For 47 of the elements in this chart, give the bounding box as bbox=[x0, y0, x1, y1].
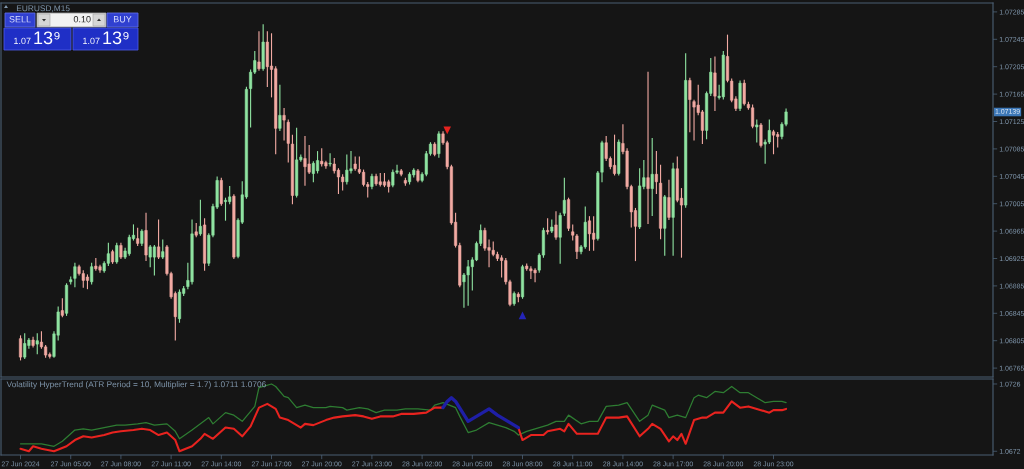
candlestick bbox=[35, 333, 39, 355]
candlestick bbox=[529, 266, 533, 279]
candlestick bbox=[161, 239, 165, 260]
candlestick bbox=[23, 333, 27, 360]
candlestick bbox=[592, 216, 596, 251]
candlestick bbox=[157, 219, 161, 260]
candlestick bbox=[345, 154, 349, 185]
candlestick bbox=[73, 262, 77, 288]
candlestick bbox=[466, 259, 470, 306]
candlestick bbox=[219, 177, 223, 206]
candlestick bbox=[533, 268, 537, 283]
chart-title: EURUSD,M15 bbox=[16, 5, 70, 13]
line-series bbox=[441, 396, 520, 430]
annotation: BUY bbox=[113, 16, 132, 23]
candlestick bbox=[554, 211, 558, 240]
candlestick bbox=[751, 104, 755, 129]
candlestick bbox=[646, 71, 650, 225]
candlestick bbox=[152, 244, 156, 276]
candlestick bbox=[223, 197, 228, 221]
candlestick bbox=[650, 138, 654, 216]
candlestick bbox=[755, 119, 759, 143]
candlestick bbox=[148, 244, 152, 268]
candlestick bbox=[654, 151, 658, 194]
candlestick bbox=[278, 84, 282, 131]
candlestick bbox=[688, 77, 692, 133]
candlestick bbox=[328, 153, 332, 167]
annotation: SELL bbox=[9, 16, 31, 23]
candlestick bbox=[90, 262, 94, 285]
candlestick bbox=[771, 129, 776, 155]
candlestick bbox=[282, 107, 286, 141]
candlestick bbox=[575, 233, 579, 260]
candlestick bbox=[437, 131, 441, 158]
annotation: 0.10 bbox=[73, 16, 91, 23]
candlestick bbox=[127, 234, 131, 256]
chart-title: Volatility HyperTrend (ATR Period = 10, Multiplier = 1.7) 1.0711 1.0706 bbox=[6, 381, 266, 389]
annotation: 1.07 13⁹ bbox=[83, 31, 129, 45]
annotation: 1.07 13⁹ bbox=[14, 31, 60, 45]
candlestick bbox=[257, 31, 261, 71]
candlestick bbox=[115, 242, 119, 264]
candlestick bbox=[198, 199, 202, 236]
candlestick bbox=[759, 123, 763, 148]
candlestick bbox=[18, 335, 23, 361]
candlestick bbox=[303, 136, 307, 186]
candlestick bbox=[667, 179, 671, 221]
candlestick bbox=[713, 56, 717, 112]
candlestick bbox=[742, 79, 746, 106]
candlestick bbox=[311, 161, 315, 183]
